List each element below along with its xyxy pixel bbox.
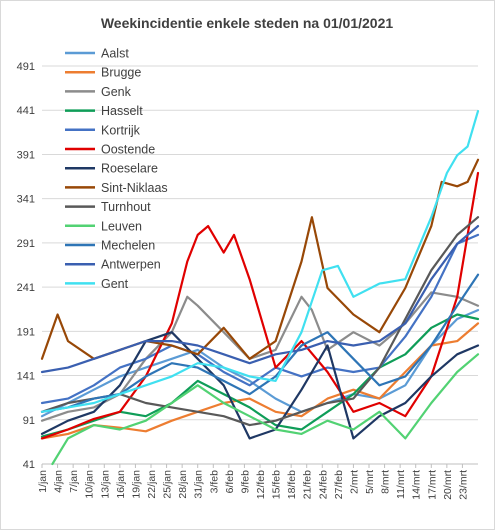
y-tick-label: 291 (17, 238, 35, 250)
legend-label: Sint-Niklaas (101, 181, 168, 195)
legend-label: Hasselt (101, 104, 143, 118)
x-tick-label: 9/feb (239, 470, 251, 494)
legend-label: Roeselare (101, 162, 158, 176)
x-tick-label: 11/mrt (395, 470, 407, 499)
series-line-oostende (40, 171, 480, 440)
x-tick-label: 1/jan (37, 470, 49, 493)
x-tick-label: 31/jan (193, 470, 205, 499)
series-line-kortrijk (40, 233, 480, 405)
x-tick-label: 8/mrt (380, 470, 392, 494)
legend-label: Turnhout (101, 200, 151, 214)
x-axis-ticks: 1/jan 4/jan 7/jan 10/jan 13/jan 16/jan 19/jan 2… (37, 464, 469, 500)
legend-label: Brugge (101, 66, 141, 80)
y-tick-label: 391 (17, 149, 35, 161)
x-tick-label: 5/mrt (364, 470, 376, 494)
y-tick-label: 341 (17, 194, 35, 206)
x-tick-label: 24/feb (317, 470, 329, 499)
legend-label: Antwerpen (101, 258, 161, 272)
y-tick-label: 141 (17, 371, 35, 383)
legend-label: Genk (101, 85, 132, 99)
x-tick-label: 14/mrt (411, 470, 423, 500)
x-tick-label: 19/jan (130, 470, 142, 499)
x-tick-label: 18/feb (286, 470, 298, 499)
legend-label: Kortrijk (101, 123, 141, 137)
x-tick-label: 7/jan (68, 470, 80, 493)
series-line-aalst (40, 309, 480, 418)
series-line-antwerpen (40, 225, 480, 374)
y-tick-label: 241 (17, 282, 35, 294)
legend-label: Leuven (101, 219, 142, 233)
y-tick-label: 491 (17, 61, 35, 73)
legend-label: Gent (101, 277, 129, 291)
legend-label: Oostende (101, 143, 155, 157)
y-axis-ticks: 41 91 141 191 241 291 341 391 441 491 (17, 61, 35, 471)
y-tick-label: 441 (17, 105, 35, 117)
x-tick-label: 4/jan (53, 470, 65, 493)
series-line-brugge (40, 322, 480, 440)
gridlines (42, 65, 478, 465)
x-tick-label: 2/mrt (348, 470, 360, 494)
series-line-leuven (51, 353, 480, 466)
x-tick-label: 28/jan (177, 470, 189, 499)
x-tick-label: 23/mrt (457, 470, 469, 500)
legend: Aalst Brugge Genk Hasselt Kortrijk Oostende Ro… (65, 47, 168, 291)
x-tick-label: 10/jan (84, 470, 96, 499)
y-tick-label: 191 (17, 326, 35, 338)
y-tick-label: 41 (23, 459, 35, 471)
series-line-roeselare (40, 331, 480, 440)
x-tick-label: 15/feb (271, 470, 283, 499)
x-tick-label: 27/feb (333, 470, 345, 499)
x-tick-label: 16/jan (115, 470, 127, 499)
legend-label: Aalst (101, 47, 129, 61)
series-lines (40, 109, 480, 466)
x-tick-label: 21/feb (302, 470, 314, 499)
x-tick-label: 20/mrt (442, 470, 454, 500)
x-tick-label: 22/jan (146, 470, 158, 499)
x-tick-label: 13/jan (99, 470, 111, 499)
legend-label: Mechelen (101, 239, 155, 253)
x-tick-label: 25/jan (162, 470, 174, 499)
x-tick-label: 6/feb (224, 470, 236, 494)
x-tick-label: 3/feb (208, 470, 220, 494)
x-tick-label: 12/feb (255, 470, 267, 499)
chart-title: Weekincidentie enkele steden na 01/01/20… (101, 15, 394, 31)
y-tick-label: 91 (23, 415, 35, 427)
x-tick-label: 17/mrt (426, 470, 438, 500)
series-line-gent (40, 109, 480, 413)
